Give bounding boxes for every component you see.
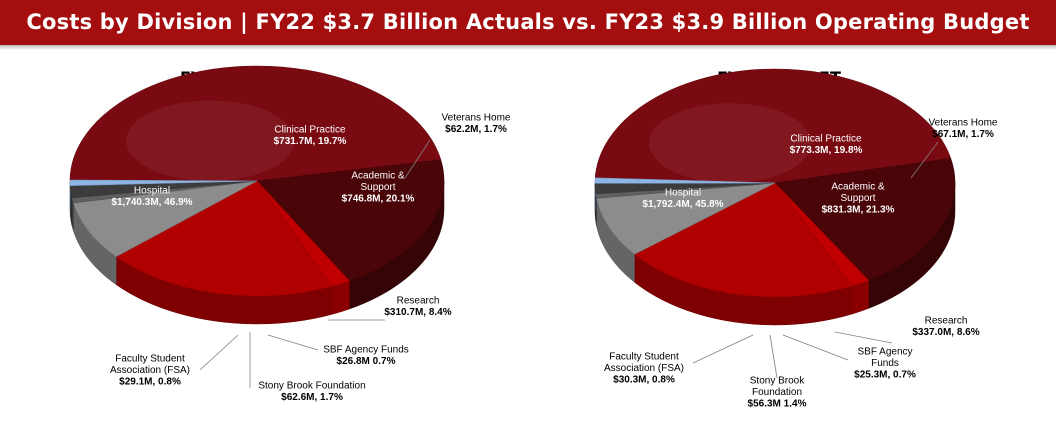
fy22-leader-line-faculty-student-association-fsa [199, 334, 239, 371]
fy23-label-value-clinical-practice: $773.3M, 19.8% [790, 145, 863, 156]
fy23-label-research: Research$337.0M, 8.6% [912, 315, 979, 338]
fy22-label-name-academic-and-support: Support [360, 182, 395, 193]
fy23-leader-line-faculty-student-association-fsa [692, 334, 754, 364]
fy23-label-value-faculty-student-association-fsa: $30.3M, 0.8% [613, 375, 675, 386]
fy22-label-value-academic-and-support: $746.8M, 20.1% [342, 194, 415, 205]
fy22-slice-faculty-student-association-fsa [69, 179, 258, 186]
fy22-slice-research [73, 180, 258, 258]
fy23-label-name-veterans-home: Veterans Home [929, 117, 998, 128]
fy22-label-name-stony-brook-foundation: Stony Brook Foundation [258, 380, 365, 391]
fy23-label-value-hospital: $1,792.4M, 45.8% [642, 199, 723, 210]
fy23-leader-line-veterans-home [910, 141, 939, 179]
fy23-label-hospital: Hospital$1,792.4M, 45.8% [642, 187, 723, 210]
fy23-label-name-sbf-agency-funds: Funds [871, 358, 899, 369]
fy22-slice-hospital [69, 65, 442, 182]
fy22-leader-line-veterans-home [404, 139, 431, 179]
fy22-label-research: Research$310.7M, 8.4% [384, 295, 451, 318]
fy23-label-clinical-practice: Clinical Practice$773.3M, 19.8% [790, 133, 863, 156]
fy23-leader-line-stony-brook-foundation [769, 334, 778, 379]
fy23-label-name-sbf-agency-funds: SBF Agency [857, 347, 912, 358]
fy23-leader-line-research [834, 331, 893, 344]
fy22-label-value-research: $310.7M, 8.4% [384, 307, 451, 318]
fy22-label-value-stony-brook-foundation: $62.6M, 1.7% [281, 392, 343, 403]
fy23-slice-faculty-student-association-fsa [594, 177, 776, 184]
fy22-label-value-veterans-home: $62.2M, 1.7% [445, 124, 507, 135]
fy22-label-name-hospital: Hospital [134, 185, 170, 196]
fy23-slice-clinical-practice [774, 157, 956, 281]
title-shadow [0, 45, 1056, 50]
fy23-label-academic-and-support: Academic &Support$831.3M, 21.3% [822, 182, 895, 216]
fy22-label-sbf-agency-funds: SBF Agency Funds$26.8M 0.7% [323, 344, 409, 367]
fy23-slice-hospital [594, 68, 952, 184]
fy22-label-name-veterans-home: Veterans Home [442, 112, 511, 123]
fy22-pie-chart: FY22 ACTUALSHospital$1,740.3M, 46.9%Clin… [69, 65, 511, 403]
fy22-label-value-hospital: $1,740.3M, 46.9% [111, 197, 192, 208]
fy22-label-hospital: Hospital$1,740.3M, 46.9% [111, 185, 192, 208]
fy23-label-value-veterans-home: $67.1M, 1.7% [932, 129, 994, 140]
fy23-label-value-research: $337.0M, 8.6% [912, 327, 979, 338]
fy23-label-name-faculty-student-association-fsa: Faculty Student [609, 352, 679, 363]
fy23-label-veterans-home: Veterans Home$67.1M, 1.7% [929, 117, 998, 140]
fy23-label-value-academic-and-support: $831.3M, 21.3% [822, 205, 895, 216]
fy22-slice-clinical-practice [256, 159, 445, 282]
fy22-label-veterans-home: Veterans Home$62.2M, 1.7% [442, 112, 511, 135]
fy22-label-academic-and-support: Academic &Support$746.8M, 20.1% [342, 171, 415, 205]
fy22-label-stony-brook-foundation: Stony Brook Foundation$62.6M, 1.7% [258, 380, 365, 403]
fy22-label-value-clinical-practice: $731.7M, 19.7% [274, 136, 347, 147]
fy22-label-name-clinical-practice: Clinical Practice [274, 124, 346, 135]
fy23-label-name-academic-and-support: Support [840, 193, 875, 204]
fy23-label-value-sbf-agency-funds: $25.3M, 0.7% [854, 370, 916, 381]
fy23-leader-line-sbf-agency-funds [782, 334, 849, 361]
fy23-label-value-stony-brook-foundation: $56.3M 1.4% [748, 399, 807, 410]
page-title: Costs by Division | FY22 $3.7 Billion Ac… [0, 0, 1056, 45]
fy23-label-name-stony-brook-foundation: Foundation [752, 387, 802, 398]
fy23-label-name-hospital: Hospital [665, 187, 701, 198]
fy23-pie-chart: FY23 BUDGETHospital$1,792.4M, 45.8%Clini… [594, 68, 998, 410]
fy23-pie-highlight [649, 103, 811, 183]
fy22-label-name-faculty-student-association-fsa: Association (FSA) [110, 365, 190, 376]
fy22-label-value-sbf-agency-funds: $26.8M 0.7% [337, 356, 396, 367]
fy22-slice-academic-and-support [115, 180, 333, 297]
fy22-label-name-sbf-agency-funds: SBF Agency Funds [323, 344, 409, 355]
fy23-label-name-stony-brook-foundation: Stony Brook [750, 376, 805, 387]
fy22-label-value-faculty-student-association-fsa: $29.1M, 0.8% [119, 377, 181, 388]
fy23-label-name-clinical-practice: Clinical Practice [790, 133, 862, 144]
fy23-slice-academic-and-support [633, 182, 853, 298]
fy22-pie-highlight [126, 100, 295, 181]
fy23-label-name-faculty-student-association-fsa: Association (FSA) [604, 363, 684, 374]
fy22-label-name-research: Research [397, 295, 440, 306]
fy22-label-name-faculty-student-association-fsa: Faculty Student [115, 354, 185, 365]
fy23-label-name-research: Research [925, 315, 968, 326]
fy22-leader-line-sbf-agency-funds [267, 334, 319, 351]
fy22-label-clinical-practice: Clinical Practice$731.7M, 19.7% [274, 124, 347, 147]
fy23-slice-research [596, 182, 776, 255]
fy23-label-name-academic-and-support: Academic & [831, 182, 885, 193]
fy22-label-name-academic-and-support: Academic & [351, 171, 405, 182]
